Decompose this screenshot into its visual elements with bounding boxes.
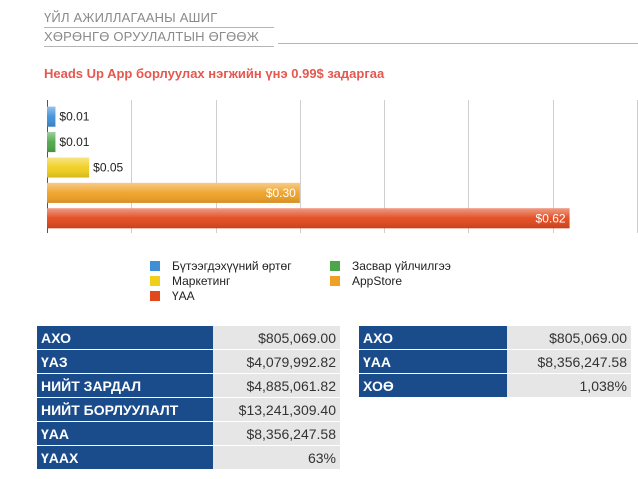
slide-header: ҮЙЛ АЖИЛЛАГААНЫ АШИГ ХӨРӨНГӨ ОРУУЛАЛТЫН … bbox=[44, 10, 274, 48]
table-row: НИЙТ ЗАРДАЛ $4,885,061.82 bbox=[37, 373, 340, 398]
data-label: $0.62 bbox=[536, 211, 566, 225]
legend-label: ҮАА bbox=[172, 289, 195, 303]
bar-highlight bbox=[47, 106, 56, 127]
data-label: $0.05 bbox=[93, 161, 123, 175]
legend-item-marketing: Маркетинг bbox=[150, 274, 230, 288]
bars bbox=[47, 106, 570, 229]
bar-highlight bbox=[47, 157, 90, 178]
legend-swatch bbox=[150, 291, 160, 301]
bar-chart: $0.01 $0.01 $0.05 $0.30 $0.62 bbox=[47, 100, 638, 233]
legend-label: Бүтээгдэхүүний өртөг bbox=[172, 259, 292, 273]
legend-item-operating-profit: ҮАА bbox=[150, 289, 195, 303]
data-labels: $0.01 $0.01 $0.05 $0.30 $0.62 bbox=[59, 110, 565, 226]
legend-swatch bbox=[150, 276, 160, 286]
row-key: ҮАА bbox=[37, 421, 213, 446]
table-row: ҮАЗ $4,079,992.82 bbox=[37, 349, 340, 374]
row-value: $8,356,247.58 bbox=[507, 349, 631, 374]
table-row: АХО $805,069.00 bbox=[359, 326, 631, 350]
table-row: ХОӨ 1,038% bbox=[359, 373, 631, 398]
data-label: $0.01 bbox=[59, 135, 89, 149]
row-value: $8,356,247.58 bbox=[212, 421, 340, 446]
financials-table-right: АХО $805,069.00 ҮАА $8,356,247.58 ХОӨ 1,038… bbox=[359, 326, 631, 398]
data-label: $0.30 bbox=[266, 186, 296, 200]
row-key: ХОӨ bbox=[359, 373, 507, 398]
row-value: $805,069.00 bbox=[507, 326, 631, 350]
table-row: ҮАА $8,356,247.58 bbox=[37, 421, 340, 446]
bar-highlight bbox=[47, 182, 300, 203]
row-value: $805,069.00 bbox=[212, 326, 340, 350]
header-line-2: ХӨРӨНГӨ ОРУУЛАЛТЫН ӨГӨӨЖ bbox=[44, 29, 274, 47]
header-divider bbox=[278, 43, 638, 44]
table-row: ҮААХ 63% bbox=[37, 445, 340, 470]
financials-table-left: АХО $805,069.00 ҮАЗ $4,079,992.82 НИЙТ ЗАР… bbox=[37, 326, 340, 470]
row-key: НИЙТ БОРЛУУЛАЛТ bbox=[37, 397, 213, 422]
table-row: АХО $805,069.00 bbox=[37, 326, 340, 350]
row-value: 1,038% bbox=[507, 373, 631, 398]
legend-swatch bbox=[150, 261, 160, 271]
bar-highlight bbox=[47, 132, 56, 153]
row-value: $13,241,309.40 bbox=[212, 397, 340, 422]
row-key: ҮААХ bbox=[37, 445, 213, 470]
table-row: ҮАА $8,356,247.58 bbox=[359, 349, 631, 374]
legend-item-maintenance: Засвар үйлчилгээ bbox=[330, 259, 451, 273]
table-row: НИЙТ БОРЛУУЛАЛТ $13,241,309.40 bbox=[37, 397, 340, 422]
header-line-1: ҮЙЛ АЖИЛЛАГААНЫ АШИГ bbox=[44, 10, 274, 28]
data-label: $0.01 bbox=[59, 110, 89, 124]
legend-swatch bbox=[330, 276, 340, 286]
bar-highlight bbox=[47, 208, 570, 229]
row-key: ҮАЗ bbox=[37, 349, 213, 374]
row-value: $4,885,061.82 bbox=[212, 373, 340, 398]
row-value: $4,079,992.82 bbox=[212, 349, 340, 374]
row-value: 63% bbox=[212, 445, 340, 470]
row-key: АХО bbox=[359, 326, 507, 350]
legend-label: Засвар үйлчилгээ bbox=[352, 259, 451, 273]
legend-label: Маркетинг bbox=[172, 274, 231, 288]
row-key: ҮАА bbox=[359, 349, 507, 374]
row-key: АХО bbox=[37, 326, 213, 350]
chart-title: Heads Up App борлуулах нэгжийн үнэ 0.99$… bbox=[44, 66, 385, 81]
legend-label: AppStore bbox=[352, 274, 403, 288]
legend-item-product-cost: Бүтээгдэхүүний өртөг bbox=[150, 259, 292, 273]
legend-swatch bbox=[330, 261, 340, 271]
legend-item-appstore: AppStore bbox=[330, 274, 402, 288]
row-key: НИЙТ ЗАРДАЛ bbox=[37, 373, 213, 398]
